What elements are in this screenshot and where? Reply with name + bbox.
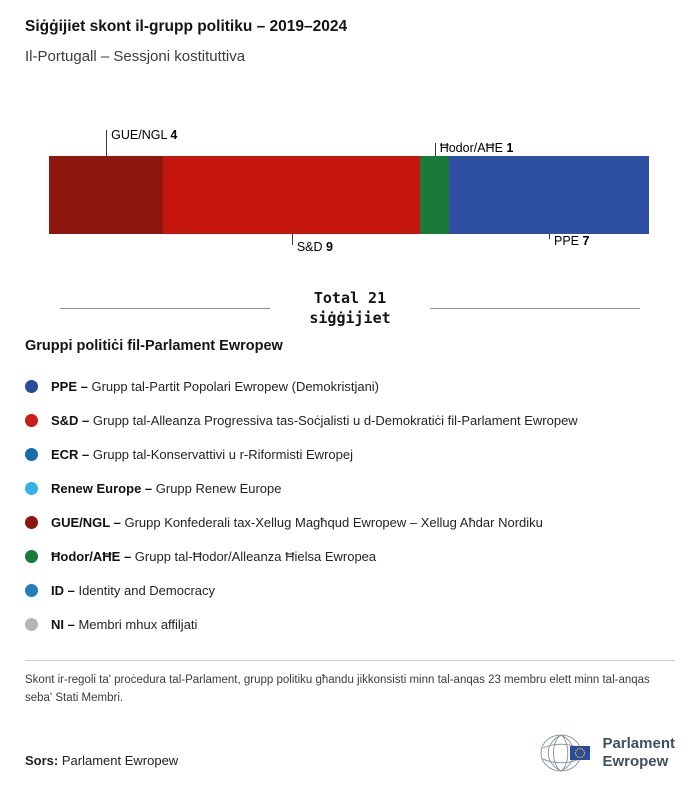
footnote-text: Skont ir-regoli ta' proċedura tal-Parlam… — [25, 674, 650, 704]
source-label: Sors: — [25, 752, 59, 768]
legend-item-gue-ngl: GUE/NGL – Grupp Konfederali tax-Xellug M… — [25, 514, 675, 530]
bar-callout-ppe: PPE 7 — [549, 234, 589, 248]
source-line: Sors: Parlament Ewropew — [25, 753, 178, 774]
total-seats-divider: Total 21 siġġijiet — [60, 289, 640, 328]
eu-flag — [570, 745, 591, 760]
legend-color-dot — [25, 549, 38, 563]
footnote-divider — [25, 660, 675, 661]
legend-color-dot — [25, 481, 38, 495]
legend-item-ni: NI – Membri mhux affiljati — [25, 616, 675, 632]
callout-line — [106, 130, 108, 156]
callout-line — [549, 234, 550, 239]
footer: Sors: Parlament Ewropew — [25, 732, 675, 774]
total-seats-label: Total 21 siġġijiet — [270, 289, 430, 328]
legend-item-text: GUE/NGL – Grupp Konfederali tax-Xellug M… — [51, 514, 543, 530]
callout-line — [291, 234, 293, 245]
bar-segment-hodor-ahe[interactable] — [420, 156, 449, 234]
stacked-bar: GUE/NGL 4 S&D 9 Ħodor/AĦE 1 PPE 7 — [49, 128, 649, 254]
legend-section: Gruppi politiċi fil-Parlament Ewropew PP… — [25, 338, 675, 632]
legend-item-text: ID – Identity and Democracy — [51, 582, 216, 598]
eu-stars — [575, 747, 586, 758]
ep-logo-text-line1: Parlament — [602, 735, 675, 753]
legend-heading: Gruppi politiċi fil-Parlament Ewropew — [25, 338, 283, 354]
page-subtitle: Il-Portugall – Sessjoni kostituttiva — [25, 48, 246, 65]
legend-item-text: S&D – Grupp tal-Alleanza Progressiva tas… — [51, 412, 578, 428]
bar-segment-sandd[interactable] — [163, 156, 421, 234]
legend-item-text: ECR – Grupp tal-Konservattivi u r-Riform… — [51, 446, 353, 462]
legend-color-dot — [25, 515, 38, 529]
callout-label: S&D 9 — [296, 240, 333, 254]
source-value: Parlament Ewropew — [61, 752, 179, 768]
bar-callout-sandd: S&D 9 — [291, 234, 333, 254]
divider-line-right — [430, 308, 640, 309]
legend-item-id: ID – Identity and Democracy — [25, 582, 675, 598]
legend-color-dot — [25, 413, 38, 427]
legend-item-text: NI – Membri mhux affiljati — [51, 616, 198, 632]
callout-label: Ħodor/AĦE 1 — [439, 141, 514, 155]
seat-distribution-chart: GUE/NGL 4 S&D 9 Ħodor/AĦE 1 PPE 7 — [25, 123, 675, 255]
legend-list: PPE – Grupp tal-Partit Popolari Ewropew … — [25, 378, 675, 632]
legend-item-ppe: PPE – Grupp tal-Partit Popolari Ewropew … — [25, 378, 675, 394]
divider-line-left — [60, 308, 270, 309]
total-seats-line2: siġġijiet — [309, 308, 391, 327]
ep-logo-text: Parlament Ewropew — [602, 735, 675, 770]
page-title: Siġġijiet skont il-grupp politiku – 2019… — [25, 18, 348, 35]
total-seats-line1: Total 21 — [313, 289, 387, 307]
legend-item-renew-europe: Renew Europe – Grupp Renew Europe — [25, 480, 675, 496]
legend-color-dot — [25, 583, 38, 597]
callout-label: GUE/NGL 4 — [111, 128, 178, 142]
legend-color-dot — [25, 379, 38, 393]
legend-item-text: Ħodor/AĦE – Grupp tal-Ħodor/Alleanza Ħie… — [51, 548, 377, 564]
bar-callout-hodor-ahe: Ħodor/AĦE 1 — [434, 141, 514, 156]
callout-line — [434, 143, 436, 156]
legend-item-text: PPE – Grupp tal-Partit Popolari Ewropew … — [51, 378, 380, 394]
legend-item-hodor-ahe: Ħodor/AĦE – Grupp tal-Ħodor/Alleanza Ħie… — [25, 548, 675, 564]
legend-item-text: Renew Europe – Grupp Renew Europe — [51, 480, 282, 496]
bar-segment-gue-ngl[interactable] — [49, 156, 164, 234]
bar-callout-gue-ngl: GUE/NGL 4 — [106, 128, 178, 156]
ep-logo-icon — [540, 734, 591, 772]
ep-logo: Parlament Ewropew — [539, 732, 675, 774]
legend-item-ecr: ECR – Grupp tal-Konservattivi u r-Riform… — [25, 446, 675, 462]
legend-item-sandd: S&D – Grupp tal-Alleanza Progressiva tas… — [25, 412, 675, 428]
ep-logo-text-line2: Ewropew — [602, 752, 669, 770]
legend-color-dot — [25, 447, 38, 461]
callout-label: PPE 7 — [554, 234, 590, 248]
bar-segment-ppe[interactable] — [448, 156, 649, 234]
legend-color-dot — [25, 617, 38, 631]
